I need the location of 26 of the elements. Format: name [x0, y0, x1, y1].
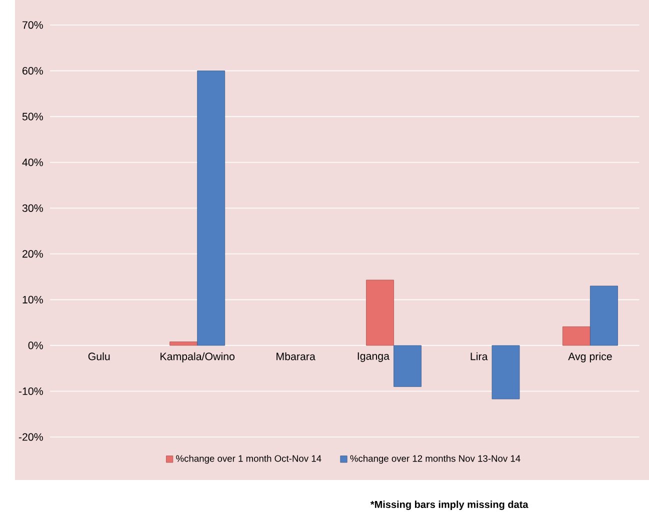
y-tick-label: 40%: [22, 158, 43, 166]
y-tick-label: 70%: [22, 21, 43, 29]
y-tick-label: 10%: [22, 296, 43, 304]
y-tick-label: 60%: [22, 67, 43, 75]
bar: [366, 280, 394, 346]
y-tick-label: 50%: [22, 112, 43, 120]
text: *Missing bars imply missing data: [370, 500, 528, 510]
x-tick-label: Kampala/Owino: [160, 352, 235, 362]
bar: [394, 345, 422, 387]
bar: [590, 286, 618, 346]
x-tick-label: Iganga: [358, 352, 390, 362]
bar: [492, 345, 520, 400]
bar: [197, 70, 226, 346]
y-tick-label: 20%: [22, 250, 43, 258]
legend-label: %change over 1 month Oct-Nov 14: [176, 454, 322, 464]
x-tick-label: Avg price: [568, 352, 612, 362]
x-tick-label: Gulu: [88, 352, 110, 360]
x-tick-label: Lira: [470, 352, 488, 360]
legend-label: %change over 12 months Nov 13-Nov 14: [350, 454, 520, 464]
y-tick-label: -20%: [18, 433, 43, 441]
bar: [170, 342, 198, 346]
y-tick-label: 0%: [28, 342, 43, 350]
y-tick-label: -10%: [18, 387, 43, 396]
x-tick-label: Mbarara: [276, 352, 316, 360]
y-tick-label: 30%: [22, 204, 43, 212]
bar: [562, 326, 590, 346]
